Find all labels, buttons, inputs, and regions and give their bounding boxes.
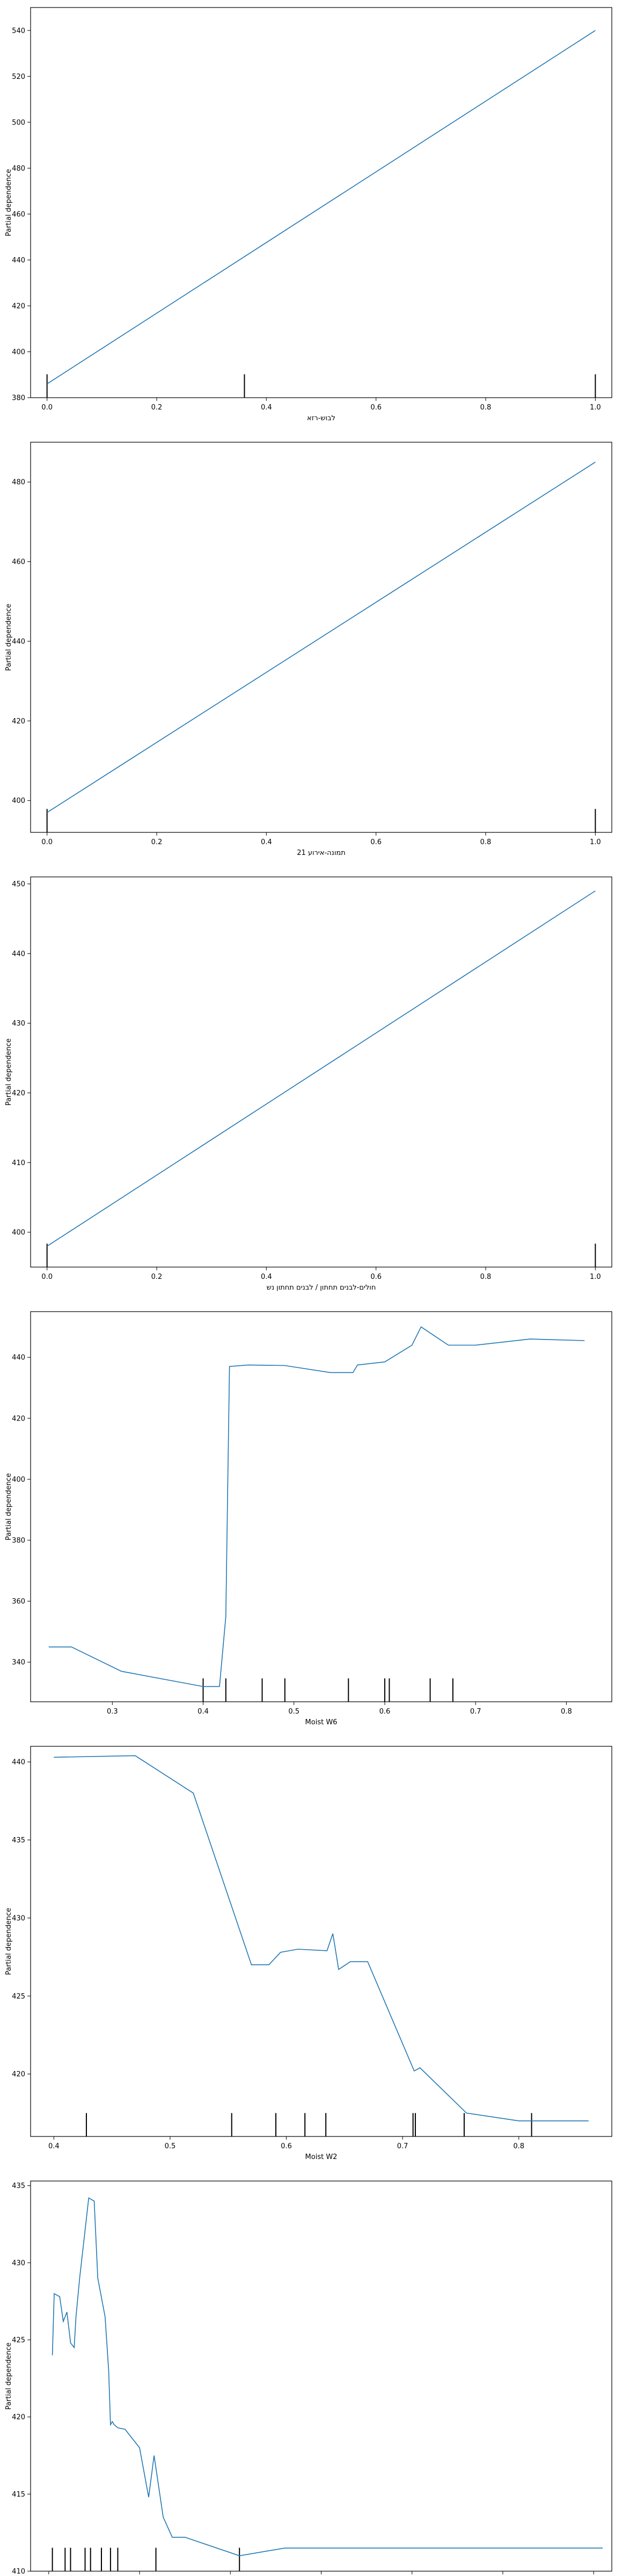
y-tick-label: 360	[12, 1598, 25, 1606]
axes-frame	[30, 876, 612, 1268]
chart-panel-2: 0.0 0.2 0.4 0.6 0.8 1.0 400 420 440 460 480 21 תמונ…	[5, 442, 612, 857]
x-tick-label: 0.2	[151, 404, 163, 412]
chart-panel-5: 0.4 0.5 0.6 0.7 0.8 420 425 430 435 440 Moist W2 Pa…	[5, 1746, 612, 2161]
partial-dependence-line	[54, 1755, 589, 2121]
x-tick-label: 0.2	[151, 1273, 163, 1281]
axes-frame	[30, 1746, 612, 2137]
y-tick-label: 540	[12, 27, 25, 35]
chart-panel-1: 0.0 0.2 0.4 0.6 0.8 1.0 380 400 420 440 460 480 500 5…	[5, 7, 612, 422]
y-axis-label: Partial dependence	[5, 1473, 13, 1540]
axes-frame	[30, 7, 612, 398]
y-tick-label: 420	[12, 302, 25, 310]
partial-dependence-line	[47, 890, 596, 1247]
y-tick-label: 520	[12, 73, 25, 81]
x-axis-label: Moist W6	[305, 1718, 338, 1726]
x-tick-label: 0.4	[197, 1708, 209, 1716]
x-tick-label: 1.0	[590, 404, 601, 412]
x-tick-label: 0.3	[107, 1708, 118, 1716]
x-tick-label: 0.0	[41, 838, 53, 846]
x-tick-label: 0.7	[397, 2142, 408, 2150]
y-tick-label: 400	[12, 1476, 25, 1484]
x-tick-label: 1.0	[590, 1273, 601, 1281]
y-tick-label: 440	[12, 950, 25, 958]
partial-dependence-line	[48, 1326, 585, 1687]
y-axis-label: Partial dependence	[5, 1038, 13, 1106]
y-tick-label: 420	[12, 718, 25, 726]
y-tick-label: 440	[12, 257, 25, 265]
partial-dependence-line	[47, 462, 596, 813]
y-tick-label: 430	[12, 2259, 25, 2267]
y-axis-label: Partial dependence	[5, 169, 13, 236]
x-axis-label: לבוש-רזא	[307, 414, 335, 422]
x-tick-label: 0.4	[48, 2142, 60, 2150]
x-tick-label: 0.4	[261, 404, 272, 412]
x-tick-label: 0.2	[151, 838, 163, 846]
y-tick-label: 420	[12, 1415, 25, 1423]
chart-panel-4: 0.3 0.4 0.5 0.6 0.7 0.8 340 360 380 400 420 440 Mois…	[5, 1311, 612, 1726]
x-axis-label: Moist W2	[305, 2153, 338, 2161]
x-tick-label: 0.7	[470, 1708, 481, 1716]
y-tick-label: 440	[12, 1354, 25, 1362]
y-tick-label: 420	[12, 2070, 25, 2079]
x-axis-label: חולים-לבנים תחתון / לבנים תחתון נש	[267, 1284, 376, 1292]
y-tick-label: 435	[12, 1836, 25, 1845]
axes-frame	[30, 1311, 612, 1702]
x-tick-label: 0.0	[41, 404, 53, 412]
y-axis-label: Partial dependence	[5, 2343, 13, 2410]
y-tick-label: 340	[12, 1659, 25, 1667]
x-tick-label: 0.8	[480, 404, 492, 412]
y-tick-label: 380	[12, 394, 25, 402]
x-tick-label: 0.8	[513, 2142, 524, 2150]
y-tick-label: 420	[12, 1089, 25, 1097]
y-tick-label: 410	[12, 2568, 25, 2576]
y-tick-label: 415	[12, 2491, 25, 2499]
y-tick-label: 460	[12, 210, 25, 218]
y-tick-label: 400	[12, 797, 25, 805]
x-tick-label: 0.6	[370, 404, 382, 412]
chart-panel-3: 0.0 0.2 0.4 0.6 0.8 1.0 400 410 420 430 440 450 חולי…	[5, 876, 612, 1292]
x-tick-label: 0.4	[261, 1273, 272, 1281]
y-tick-label: 450	[12, 880, 25, 888]
y-tick-label: 480	[12, 479, 25, 487]
x-tick-label: 0.5	[288, 1708, 299, 1716]
y-tick-label: 410	[12, 1159, 25, 1167]
x-axis-label: 21 תמונה-אירוע	[297, 849, 346, 857]
x-tick-label: 0.6	[370, 1273, 382, 1281]
x-tick-label: 0.6	[370, 838, 382, 846]
x-tick-label: 0.4	[261, 838, 272, 846]
y-tick-label: 400	[12, 1229, 25, 1237]
partial-dependence-line	[52, 2197, 603, 2557]
y-tick-label: 460	[12, 558, 25, 566]
x-tick-label: 0.0	[41, 1273, 53, 1281]
y-tick-label: 420	[12, 2413, 25, 2421]
y-tick-label: 435	[12, 2182, 25, 2190]
y-tick-label: 430	[12, 1020, 25, 1028]
partial-dependence-line	[47, 30, 596, 384]
y-tick-label: 500	[12, 119, 25, 127]
y-tick-label: 400	[12, 348, 25, 356]
y-tick-label: 440	[12, 1759, 25, 1767]
y-tick-label: 430	[12, 1914, 25, 1922]
y-tick-label: 425	[12, 1993, 25, 2001]
x-tick-label: 0.6	[281, 2142, 292, 2150]
x-tick-label: 0.6	[379, 1708, 391, 1716]
y-axis-label: Partial dependence	[5, 1908, 13, 1975]
x-tick-label: 0.8	[561, 1708, 572, 1716]
x-tick-label: 0.8	[480, 838, 492, 846]
y-tick-label: 425	[12, 2336, 25, 2344]
x-tick-label: 1.0	[590, 838, 601, 846]
chart-panel-6: 0.000.050.100.150.200.250.30410415420425…	[5, 2180, 612, 2576]
axes-frame	[30, 442, 612, 833]
y-tick-label: 380	[12, 1536, 25, 1545]
x-tick-label: 0.5	[165, 2142, 176, 2150]
y-axis-label: Partial dependence	[5, 604, 13, 671]
y-tick-label: 480	[12, 165, 25, 173]
y-tick-label: 440	[12, 638, 25, 646]
x-tick-label: 0.8	[480, 1273, 492, 1281]
